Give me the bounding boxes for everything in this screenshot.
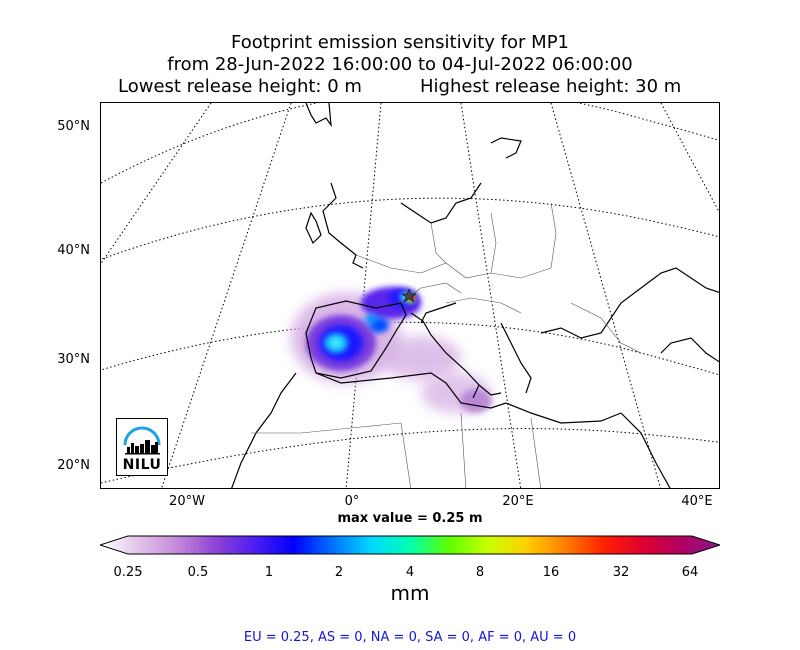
colorbar-tick: 0.5 (187, 565, 209, 580)
max-value-label: max value = 0.25 m (337, 511, 483, 526)
colorbar-tick: 32 (612, 565, 630, 580)
lat-label-50n: 50°N (57, 119, 90, 134)
nilu-logo-icon (123, 426, 161, 455)
lowest-release-height: Lowest release height: 0 m (118, 76, 362, 97)
map-canvas (101, 103, 719, 488)
lat-label-40n: 40°N (57, 243, 90, 258)
title-line-2: from 28-Jun-2022 16:00:00 to 04-Jul-2022… (167, 54, 633, 75)
title-line-1: Footprint emission sensitivity for MP1 (230, 32, 569, 53)
colorbar-tick: 0.25 (113, 565, 143, 580)
star-icon (401, 288, 417, 303)
graticule (101, 103, 719, 488)
colorbar-tick: 16 (542, 565, 560, 580)
sensitivity-field (291, 287, 492, 413)
lat-label-20n: 20°N (57, 458, 90, 473)
footprint-map[interactable]: NILU (100, 102, 720, 489)
colorbar-tick: 1 (264, 565, 274, 580)
lon-label-20w: 20°W (169, 494, 205, 509)
lat-label-30n: 30°N (57, 352, 90, 367)
nilu-logo-text: NILU (122, 457, 162, 473)
nilu-logo: NILU (116, 418, 168, 476)
colorbar-tick: 2 (334, 565, 344, 580)
colorbar (100, 535, 720, 555)
colorbar-tick: 8 (475, 565, 485, 580)
coastlines (231, 103, 719, 488)
colorbar-tick: 64 (681, 565, 699, 580)
lon-label-20e: 20°E (502, 494, 534, 509)
colorbar-unit: mm (390, 581, 430, 605)
highest-release-height: Highest release height: 30 m (420, 76, 682, 97)
lon-label-40e: 40°E (681, 494, 713, 509)
region-summary: EU = 0.25, AS = 0, NA = 0, SA = 0, AF = … (243, 630, 577, 645)
lon-label-0: 0° (344, 494, 360, 509)
colorbar-tick: 4 (405, 565, 415, 580)
